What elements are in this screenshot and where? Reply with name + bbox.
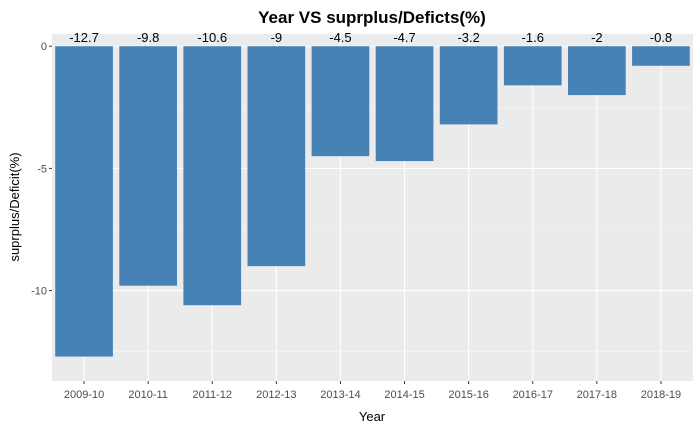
data-label-2016-17: -1.6 [522, 30, 544, 45]
x-tick-label: 2013-14 [320, 389, 360, 401]
y-tick-label: -5 [37, 163, 47, 175]
data-labels: -12.7 -9.8 -10.6 -9 -4.5 -4.7 -3.2 -1.6 -2 -0.8 [69, 30, 672, 45]
data-label-2013-14: -4.5 [329, 30, 351, 45]
data-label-2015-16: -3.2 [457, 30, 479, 45]
x-tick-label: 2012-13 [256, 389, 296, 401]
x-tick-label: 2016-17 [513, 389, 553, 401]
bar-2015-16 [439, 46, 498, 125]
x-tick-label: 2015-16 [448, 389, 488, 401]
y-axis-title: suprplus/Deficit(%) [7, 152, 22, 261]
data-label-2014-15: -4.7 [393, 30, 415, 45]
data-label-2010-11: -9.8 [137, 30, 159, 45]
bar-2018-19 [632, 46, 690, 66]
bar-2010-11 [119, 46, 177, 286]
x-tick-label: 2011-12 [192, 389, 232, 401]
x-tick-label: 2018-19 [641, 389, 681, 401]
bar-2014-15 [375, 46, 434, 162]
x-tick-label: 2014-15 [384, 389, 424, 401]
x-axis-title: Year [359, 409, 386, 424]
data-label-2011-12: -10.6 [197, 30, 227, 45]
bar-2011-12 [183, 46, 242, 306]
x-tick-label: 2010-11 [128, 389, 168, 401]
chart-title: Year VS suprplus/Deficts(%) [258, 8, 486, 27]
bars [55, 46, 690, 357]
bar-2013-14 [311, 46, 370, 157]
data-label-2017-18: -2 [591, 30, 603, 45]
x-tick-label: 2009-10 [64, 389, 104, 401]
data-label-2012-13: -9 [271, 30, 283, 45]
bar-2016-17 [503, 46, 562, 86]
bar-2017-18 [568, 46, 626, 96]
bar-2009-10 [55, 46, 113, 357]
data-label-2018-19: -0.8 [650, 30, 672, 45]
y-tick-label: -10 [31, 286, 47, 298]
x-axis-ticks: 2009-10 2010-11 2011-12 2012-13 2013-14 2014-… [64, 381, 681, 401]
y-axis-ticks: 0 -5 -10 [31, 41, 52, 298]
x-tick-label: 2017-18 [577, 389, 617, 401]
data-label-2009-10: -12.7 [69, 30, 99, 45]
bar-2012-13 [247, 46, 306, 267]
y-tick-label: 0 [41, 41, 47, 53]
